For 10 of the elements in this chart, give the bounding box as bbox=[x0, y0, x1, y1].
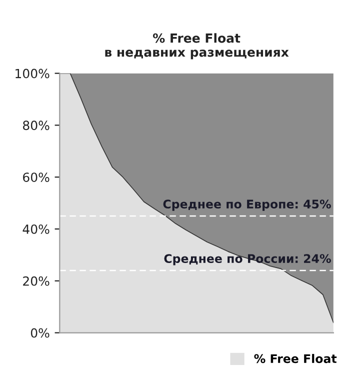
chart-title: % Free Float в недавних размещениях bbox=[105, 33, 289, 60]
y-tick-label: 60% bbox=[23, 172, 50, 182]
y-tick-label: 0% bbox=[30, 328, 50, 338]
y-tick-label: 100% bbox=[16, 68, 50, 78]
y-tick-label: 40% bbox=[22, 224, 50, 234]
legend-label: % Free Float bbox=[254, 354, 337, 364]
ref-line-label: Среднее по России: 24% bbox=[164, 254, 331, 266]
y-tick-label: 20% bbox=[23, 276, 50, 286]
ref-line-label: Среднее по Европе: 45% bbox=[163, 200, 331, 211]
y-tick-label: 80% bbox=[23, 120, 50, 130]
